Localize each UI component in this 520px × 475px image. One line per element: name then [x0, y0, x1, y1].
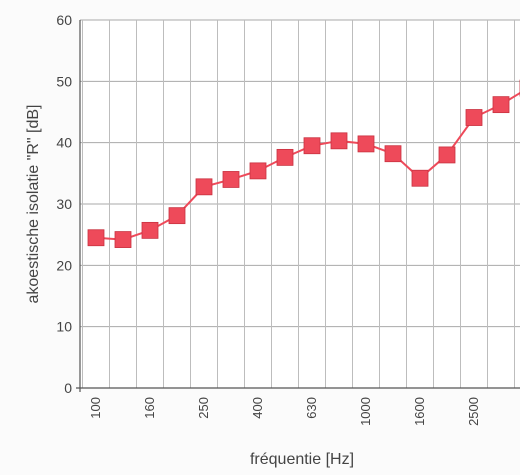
data-point: [114, 231, 132, 248]
x-axis-title: fréquentie [Hz]: [250, 451, 354, 468]
data-point: [384, 145, 402, 163]
x-tick-label: 160: [142, 397, 157, 419]
x-tick-label: 630: [304, 397, 319, 419]
y-tick-label: 0: [64, 380, 72, 396]
x-tick-label: 1000: [358, 397, 373, 426]
x-tick-label: 100: [88, 397, 103, 419]
data-point: [303, 137, 321, 155]
y-tick-label: 50: [56, 73, 72, 89]
data-point: [249, 162, 267, 180]
y-tick-label: 20: [56, 257, 72, 273]
data-point: [141, 221, 159, 239]
x-tick-label: 400: [250, 397, 265, 419]
data-point: [195, 178, 213, 196]
x-tick-label: 250: [196, 397, 211, 419]
x-tick-label: 1600: [412, 397, 427, 426]
data-point: [330, 132, 348, 150]
data-point: [168, 207, 186, 225]
data-point: [438, 146, 456, 164]
grid: [80, 19, 520, 389]
series: [87, 79, 520, 248]
data-point: [492, 96, 510, 114]
y-tick-label: 30: [56, 196, 72, 212]
y-tick-label: 60: [56, 12, 72, 28]
data-point: [87, 229, 105, 247]
y-tick-label: 40: [56, 135, 72, 151]
data-point: [276, 148, 294, 166]
x-tick-label: 2500: [466, 397, 481, 426]
y-axis-title: akoestische isolatie "R" [dB]: [25, 104, 42, 303]
axes: [76, 20, 520, 392]
data-point: [411, 169, 429, 187]
data-point: [465, 109, 483, 126]
labels: 0 10 20 30 40 50 60 100 160 250 400 630 1000 1600 2500…: [25, 12, 481, 468]
data-point: [357, 135, 375, 153]
data-point: [222, 171, 240, 188]
y-tick-label: 10: [56, 319, 72, 335]
